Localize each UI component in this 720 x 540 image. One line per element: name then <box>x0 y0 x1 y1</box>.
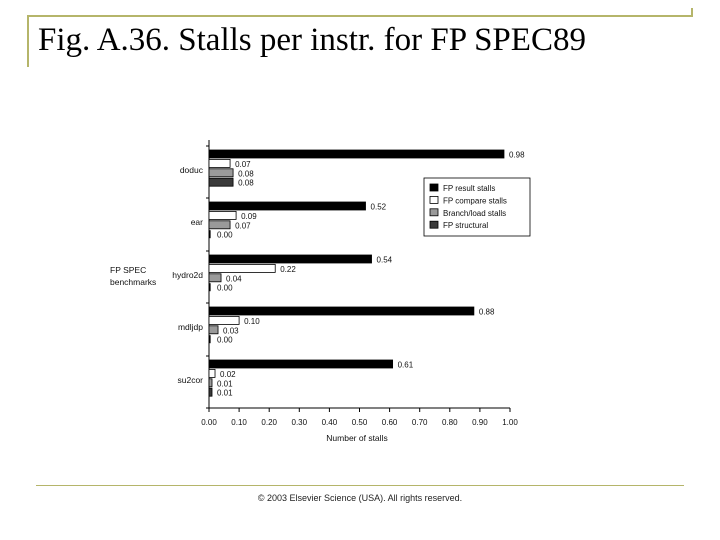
legend-box <box>423 177 531 237</box>
bar-fp-structural <box>208 177 234 187</box>
bar-fp-compare-stalls <box>208 368 216 378</box>
category-label: hydro2d <box>172 270 203 280</box>
data-label: 0.00 <box>217 231 233 240</box>
data-label: 0.04 <box>226 274 242 283</box>
data-label: 0.07 <box>235 221 251 230</box>
x-tick-label: 0.10 <box>231 418 247 427</box>
bar-branch-load-stalls <box>208 273 222 283</box>
data-label: 0.01 <box>217 379 233 388</box>
bar-branch-load-stalls <box>208 325 219 335</box>
legend-label: Branch/load stalls <box>443 209 506 218</box>
x-tick-label: 0.80 <box>442 418 458 427</box>
data-label: 0.09 <box>241 212 257 221</box>
data-label: 0.08 <box>238 169 254 178</box>
legend-swatch <box>429 220 439 229</box>
category-label: su2cor <box>177 375 203 385</box>
stalls-chart: 0.00 0.10 0.20 0.30 0.40 0.50 0.60 0.70 0.80 0.90… <box>110 140 531 443</box>
x-tick-label: 0.20 <box>261 418 277 427</box>
legend-label: FP result stalls <box>443 184 495 193</box>
x-tick-label: 0.50 <box>352 418 368 427</box>
data-label: 0.08 <box>238 179 254 188</box>
x-axis-label: Number of stalls <box>326 433 387 443</box>
bar-fp-compare-stalls <box>208 210 237 220</box>
bar-branch-load-stalls <box>208 220 231 230</box>
data-label: 0.22 <box>280 265 296 274</box>
legend-label: FP structural <box>443 221 488 230</box>
data-label: 0.54 <box>377 256 393 265</box>
slide-title: Fig. A.36. Stalls per instr. for FP SPEC… <box>38 22 586 58</box>
bar-fp-compare-stalls <box>208 263 276 273</box>
data-label: 0.10 <box>244 317 260 326</box>
x-tick-label: 0.00 <box>201 418 217 427</box>
bar-fp-result-stalls <box>208 201 366 211</box>
bar-fp-compare-stalls <box>208 315 240 325</box>
bar-branch-load-stalls <box>208 378 213 388</box>
y-axis-label-line2: benchmarks <box>110 277 156 287</box>
data-label: 0.00 <box>217 284 233 293</box>
title-top-rule <box>27 15 693 17</box>
y-axis-label-line1: FP SPEC <box>110 265 146 275</box>
data-label: 0.03 <box>223 326 239 335</box>
category-label: mdljdp <box>178 322 203 332</box>
data-label: 0.01 <box>217 389 233 398</box>
data-label: 0.07 <box>235 160 251 169</box>
title-side-rule <box>27 15 29 67</box>
data-label: 0.88 <box>479 308 495 317</box>
x-tick-label: 0.90 <box>472 418 488 427</box>
data-label: 0.98 <box>509 151 525 160</box>
bar-fp-result-stalls <box>208 254 372 264</box>
bar-fp-result-stalls <box>208 306 475 316</box>
bar-branch-load-stalls <box>208 168 234 178</box>
data-label: 0.00 <box>217 336 233 345</box>
legend-swatch <box>429 208 439 217</box>
copyright-notice: © 2003 Elsevier Science (USA). All right… <box>257 493 463 503</box>
x-tick-label: 0.40 <box>322 418 338 427</box>
legend-label: FP compare stalls <box>443 196 507 205</box>
bar-fp-result-stalls <box>208 149 505 159</box>
bar-fp-compare-stalls <box>208 158 231 168</box>
x-tick-label: 0.60 <box>382 418 398 427</box>
legend-swatch <box>429 183 439 192</box>
legend-swatch <box>429 195 439 204</box>
footer-rule <box>36 485 684 486</box>
category-label: doduc <box>180 165 204 175</box>
data-label: 0.52 <box>371 203 387 212</box>
x-tick-label: 0.30 <box>292 418 308 427</box>
bar-fp-result-stalls <box>208 359 394 369</box>
x-tick-label: 1.00 <box>502 418 518 427</box>
bar-fp-structural <box>208 387 213 397</box>
data-label: 0.61 <box>398 361 414 370</box>
title-corner-tick <box>691 8 693 17</box>
x-tick-label: 0.70 <box>412 418 428 427</box>
data-label: 0.02 <box>220 370 236 379</box>
category-label: ear <box>191 217 203 227</box>
